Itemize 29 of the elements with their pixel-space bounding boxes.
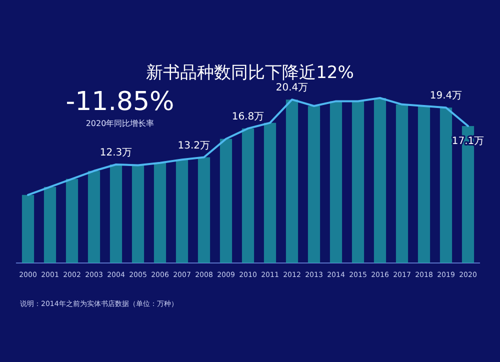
- bar: [176, 160, 188, 263]
- bar: [198, 157, 210, 263]
- bar: [88, 170, 100, 263]
- bar: [418, 106, 430, 263]
- data-label: 16.8万: [232, 111, 264, 122]
- bar: [66, 178, 78, 263]
- bar: [396, 104, 408, 263]
- bar: [352, 101, 364, 263]
- chart-title: 新书品种数同比下降近12%: [146, 63, 354, 83]
- bar: [154, 162, 166, 263]
- bar: [242, 128, 254, 263]
- bar: [44, 186, 56, 263]
- bar: [374, 98, 386, 263]
- data-label: 13.2万: [178, 140, 210, 152]
- data-label: 17.1万: [452, 136, 484, 148]
- bar: [308, 106, 320, 263]
- bar: [132, 165, 144, 263]
- annotation: 2020年同比增长率: [86, 119, 154, 128]
- data-label: 12.3万: [100, 147, 132, 158]
- bar: [110, 164, 122, 263]
- bar: [264, 122, 276, 263]
- bar: [286, 100, 298, 263]
- bar: [22, 194, 34, 263]
- data-label: 19.4万: [430, 90, 462, 102]
- annotation: -11.85%: [66, 87, 174, 117]
- bar: [330, 101, 342, 263]
- bar: [440, 108, 452, 263]
- data-label: 20.4万: [276, 82, 308, 94]
- bar: [220, 138, 232, 263]
